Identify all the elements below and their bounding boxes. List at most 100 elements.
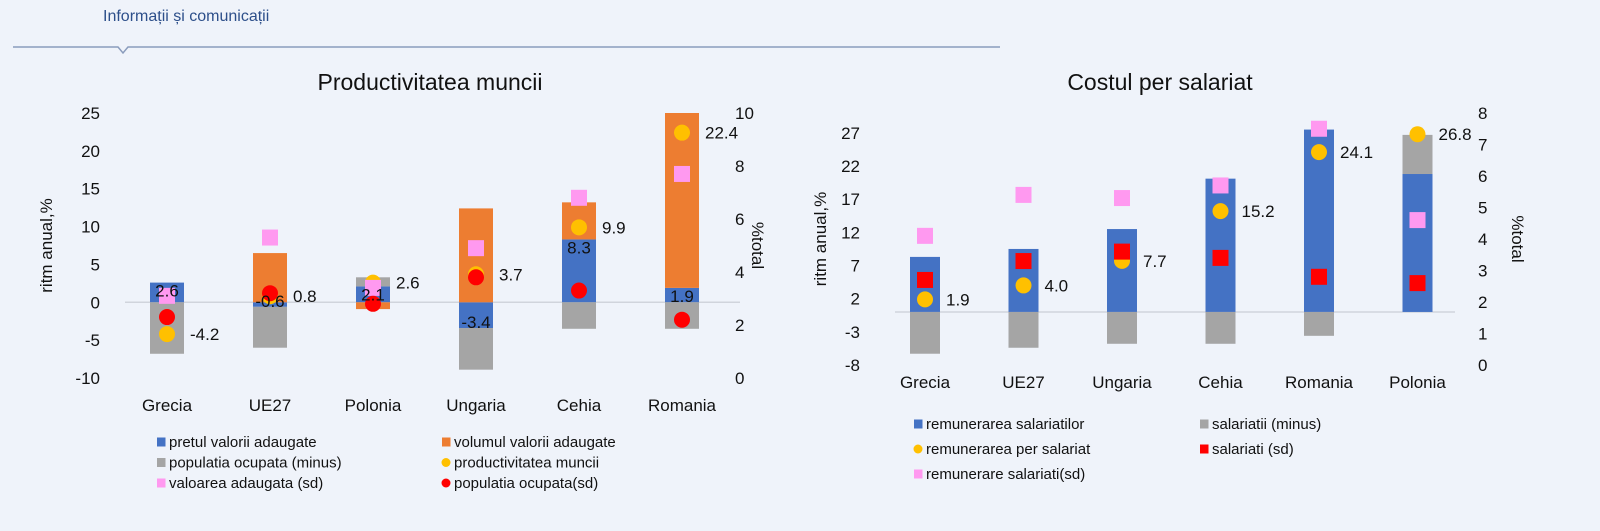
y2-tick-label: 2: [735, 316, 744, 335]
legend-marker-square: [157, 478, 166, 488]
marker-data-label: 3.7: [499, 265, 523, 284]
y2-tick-label: 3: [1478, 262, 1487, 281]
legend-item: volumul valorii adaugate: [442, 434, 616, 451]
category-label: Grecia: [142, 396, 193, 415]
marker-point: [159, 309, 175, 326]
marker-data-label: 4.0: [1045, 276, 1069, 295]
y2-tick-label: 1: [1478, 325, 1487, 344]
y-tick-label: 27: [841, 124, 860, 143]
marker-point: [262, 285, 278, 302]
legend-item: productivitatea muncii: [441, 455, 599, 472]
y-tick-label: 17: [841, 190, 860, 209]
marker-square: [1212, 249, 1229, 266]
marker-square: [1212, 177, 1229, 194]
y2-tick-label: 2: [1478, 293, 1487, 312]
legend-label: remunerare salariati(sd): [926, 466, 1085, 483]
bar-segment: [1304, 311, 1334, 336]
legend-label: pretul valorii adaugate: [169, 434, 317, 451]
category-label: Cehia: [557, 396, 602, 415]
y-tick-label: -5: [85, 331, 100, 350]
y2-tick-label: 0: [1478, 356, 1487, 375]
legend-label: populatia ocupata(sd): [454, 475, 598, 492]
marker-data-label: 2.6: [396, 274, 420, 293]
y2-tick-label: 7: [1478, 136, 1487, 155]
bar-segment: [1107, 311, 1137, 344]
bar-data-label: 2.1: [361, 285, 385, 304]
marker-square: [159, 287, 175, 304]
marker-data-label: 22.4: [705, 124, 738, 143]
legend-label: salariati (sd): [1212, 441, 1294, 458]
category-label: Grecia: [900, 373, 951, 392]
marker-point: [468, 269, 484, 286]
chart-title: Productivitatea muncii: [318, 69, 543, 95]
marker-data-label: 9.9: [602, 218, 626, 237]
category-label: Polonia: [345, 396, 402, 415]
legend-label: volumul valorii adaugate: [454, 434, 616, 451]
y-tick-label: 10: [81, 218, 100, 237]
marker-data-label: 26.8: [1439, 125, 1472, 144]
category-label: Cehia: [1198, 373, 1243, 392]
marker-square: [1311, 268, 1327, 285]
y-axis-label: ritm anual,%: [37, 198, 56, 292]
y-tick-label: 25: [81, 104, 100, 123]
marker-data-label: 7.7: [1143, 252, 1167, 271]
marker-data-label: 1.9: [946, 290, 970, 309]
y2-tick-label: 5: [1478, 199, 1487, 218]
legend-label: valoarea adaugata (sd): [169, 475, 323, 492]
legend-item: remunerarea salariatilor: [914, 416, 1084, 433]
legend-marker-circle: [441, 478, 451, 488]
marker-point: [571, 282, 587, 299]
marker-point: [917, 291, 933, 308]
legend-marker-square: [1200, 444, 1209, 454]
marker-point: [159, 326, 175, 343]
bar-segment: [910, 311, 940, 354]
bar-segment: [1205, 178, 1236, 312]
legend-item: remunerarea per salariat: [913, 441, 1091, 458]
y2-tick-label: 4: [1478, 230, 1487, 249]
y2-tick-label: 8: [735, 157, 744, 176]
marker-square: [917, 271, 933, 288]
bar-segment: [665, 113, 699, 288]
legend-label: salariatii (minus): [1212, 416, 1321, 433]
legend-marker-square: [157, 458, 166, 467]
legend-item: remunerare salariati(sd): [914, 466, 1085, 483]
legend-marker-circle: [913, 444, 923, 454]
marker-data-label: 0.8: [293, 287, 317, 306]
bar-data-label: 1.9: [670, 287, 694, 306]
bar-data-label: -0.6: [255, 292, 284, 311]
y-tick-label: 15: [81, 180, 100, 199]
y-tick-label: 0: [91, 293, 100, 312]
chart-title: Costul per salariat: [1067, 69, 1253, 95]
category-label: Ungaria: [446, 396, 506, 415]
bar-segment: [1402, 174, 1433, 312]
category-label: Romania: [648, 396, 717, 415]
marker-point: [365, 295, 381, 312]
legend-marker-square: [1200, 419, 1209, 429]
bar-data-label: 8.3: [567, 238, 591, 257]
y2-tick-label: 4: [735, 263, 744, 282]
marker-data-label: -4.2: [190, 325, 219, 344]
bar-segment: [562, 302, 596, 329]
marker-data-label: 24.1: [1340, 143, 1373, 162]
category-label: Romania: [1285, 373, 1354, 392]
y-tick-label: 20: [81, 142, 100, 161]
y-tick-label: 12: [841, 223, 860, 242]
marker-square: [365, 279, 381, 296]
bar-segment: [253, 302, 287, 307]
marker-square: [262, 229, 278, 246]
y2-axis-label: %total: [1508, 215, 1527, 262]
legend-label: remunerarea salariatilor: [926, 416, 1084, 433]
y-tick-label: 22: [841, 157, 860, 176]
marker-point: [571, 219, 587, 236]
y2-tick-label: 8: [1478, 104, 1487, 123]
marker-square: [1114, 243, 1130, 260]
bar-segment: [1107, 229, 1137, 312]
legend-marker-square: [914, 469, 923, 479]
bar-data-label: -3.4: [461, 313, 490, 332]
category-label: Polonia: [1389, 373, 1446, 392]
legend-label: productivitatea muncii: [454, 455, 599, 472]
marker-square: [1015, 186, 1032, 203]
marker-point: [674, 311, 690, 328]
bar-segment: [459, 302, 493, 329]
